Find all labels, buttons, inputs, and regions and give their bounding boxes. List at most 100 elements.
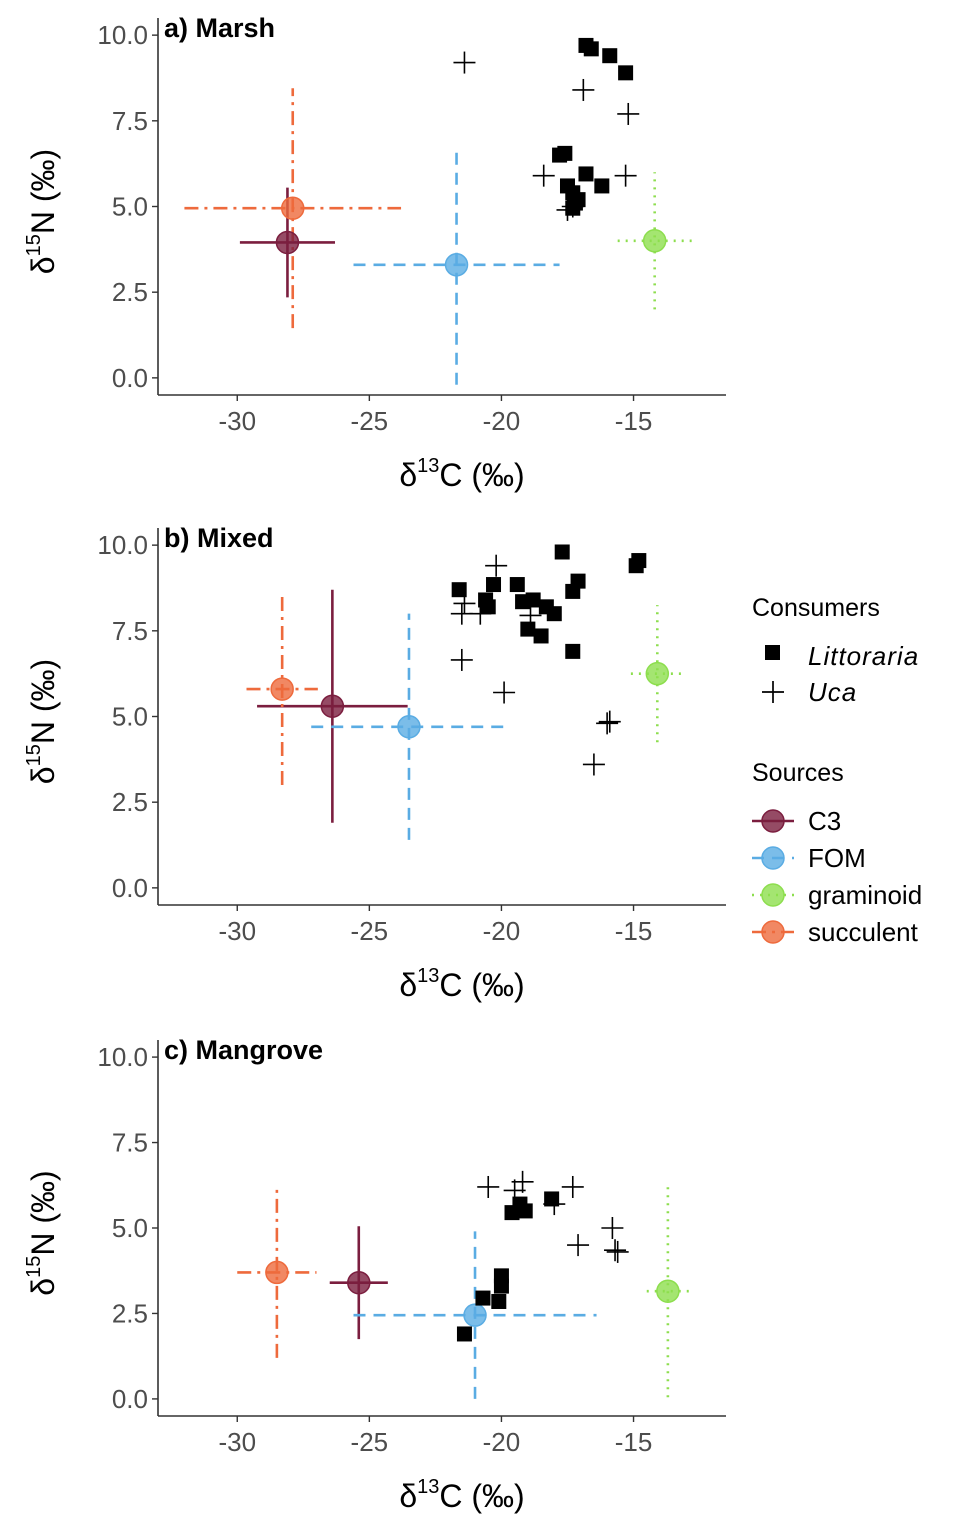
uca-point [601,1217,623,1239]
uca-point [477,1176,499,1198]
y-tick-label: 0.0 [112,363,148,393]
littoraria-point [491,1294,506,1309]
uca-point [615,165,637,187]
source-mean-fom [446,254,468,276]
x-tick-label: -25 [351,1427,389,1457]
legend-sources-title: Sources [752,759,844,787]
y-tick-label: 10.0 [97,1042,148,1072]
uca-point [533,165,555,187]
legend-littoraria-key [765,645,780,660]
y-axis-title: δ15N (‰) [23,659,61,784]
x-tick-label: -30 [218,406,256,436]
uca-point [451,649,473,671]
littoraria-point [547,606,562,621]
littoraria-point [584,41,599,56]
legend-source-succulent: succulent [752,917,919,947]
source-mean-fom [398,716,420,738]
uca-point [567,1234,589,1256]
littoraria-point [475,1291,490,1306]
x-tick-label: -25 [351,916,389,946]
x-tick-label: -30 [218,1427,256,1457]
uca-point [617,103,639,125]
y-tick-label: 10.0 [97,530,148,560]
legend-source-graminoid: graminoid [752,880,922,910]
legend-consumers-title: Consumers [752,594,880,622]
source-mean-fom [464,1304,486,1326]
uca-point [604,1239,626,1261]
x-tick-label: -25 [351,406,389,436]
legend-source-label: FOM [808,843,866,873]
source-mean-graminoid [646,663,668,685]
y-tick-label: 7.5 [112,616,148,646]
panel-title: c) Mangrove [164,1035,323,1065]
x-axis-title: δ13C (‰) [399,965,524,1003]
littoraria-point [557,146,572,161]
legend-source-fom: FOM [752,843,866,873]
x-tick-label: -15 [615,916,653,946]
x-tick-label: -20 [483,1427,521,1457]
source-mean-c3 [321,695,343,717]
y-tick-label: 2.5 [112,277,148,307]
littoraria-point [578,166,593,181]
uca-point [485,555,507,577]
y-axis-title: δ15N (‰) [23,1170,61,1295]
uca-point [599,711,621,733]
uca-point [583,753,605,775]
y-tick-label: 10.0 [97,20,148,50]
legend: Consumers Littoraria Uca Sources C3 FOM gr… [752,594,922,947]
littoraria-point [631,553,646,568]
littoraria-point [565,644,580,659]
littoraria-point [602,48,617,63]
source-mean-c3 [348,1272,370,1294]
littoraria-point [457,1326,472,1341]
x-axis-title: δ13C (‰) [399,455,524,493]
source-mean-succulent [266,1261,288,1283]
uca-point [453,52,475,74]
littoraria-point [565,584,580,599]
x-tick-label: -20 [483,916,521,946]
source-mean-succulent [282,197,304,219]
source-mean-succulent [271,678,293,700]
uca-point [493,682,515,704]
panel-1: 0.0 2.5 5.0 7.5 10.0 -30 -25 -20 -15 δ13C (‰) δ15N… [23,13,726,493]
panels: 0.0 2.5 5.0 7.5 10.0 -30 -25 -20 -15 δ13C (‰) δ15N… [23,13,726,1514]
legend-source-c3: C3 [752,806,841,836]
uca-point [562,1176,584,1198]
panel-title: b) Mixed [164,523,274,553]
y-tick-label: 2.5 [112,1298,148,1328]
littoraria-point [534,628,549,643]
uca-point [572,79,594,101]
source-mean-graminoid [644,230,666,252]
littoraria-point [618,65,633,80]
source-mean-c3 [276,231,298,253]
legend-source-label: succulent [808,917,919,947]
littoraria-point [526,592,541,607]
x-axis-title: δ13C (‰) [399,1476,524,1514]
panel-title: a) Marsh [164,13,275,43]
legend-source-label: graminoid [808,880,922,910]
y-tick-label: 7.5 [112,106,148,136]
legend-source-label: C3 [808,806,841,836]
y-tick-label: 2.5 [112,787,148,817]
y-tick-label: 7.5 [112,1128,148,1158]
y-tick-label: 5.0 [112,702,148,732]
panel-2: 0.0 2.5 5.0 7.5 10.0 -30 -25 -20 -15 δ13C (‰) δ15N… [23,523,726,1003]
littoraria-point [494,1268,509,1283]
uca-point [607,1241,629,1263]
y-tick-label: 0.0 [112,1384,148,1414]
x-tick-label: -30 [218,916,256,946]
y-axis-title: δ15N (‰) [23,149,61,274]
panel-3: 0.0 2.5 5.0 7.5 10.0 -30 -25 -20 -15 δ13C (‰) δ15N… [23,1035,726,1514]
littoraria-point [518,1203,533,1218]
littoraria-point [481,599,496,614]
legend-sources: C3 FOM graminoid succulent [752,806,922,947]
x-tick-label: -15 [615,406,653,436]
legend-littoraria-label: Littoraria [808,641,919,671]
legend-uca-label: Uca [808,677,857,707]
littoraria-point [594,178,609,193]
y-tick-label: 5.0 [112,192,148,222]
source-mean-graminoid [657,1280,679,1302]
littoraria-point [486,577,501,592]
littoraria-point [510,577,525,592]
